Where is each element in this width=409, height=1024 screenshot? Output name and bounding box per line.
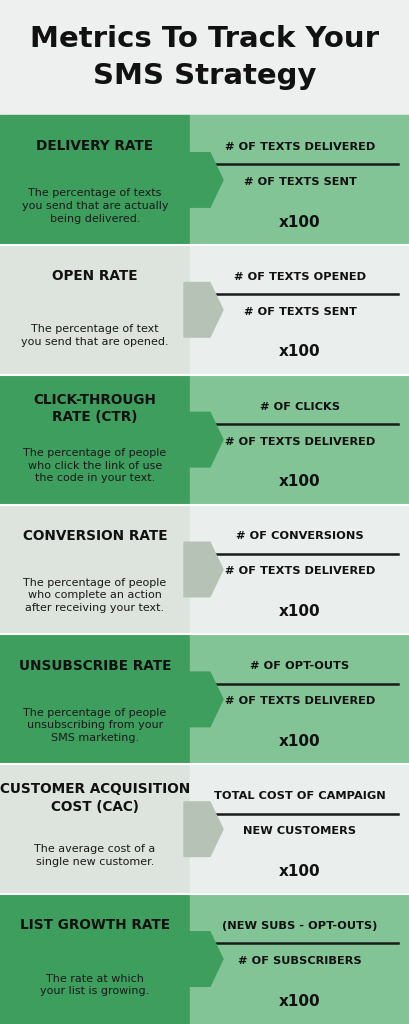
Bar <box>189 764 409 894</box>
Text: x100: x100 <box>279 215 320 229</box>
Text: # OF TEXTS DELIVERED: # OF TEXTS DELIVERED <box>224 436 374 446</box>
Text: CONVERSION RATE: CONVERSION RATE <box>22 528 167 543</box>
Bar <box>0 635 189 764</box>
Bar <box>0 375 189 505</box>
Polygon shape <box>184 153 222 207</box>
Text: # OF TEXTS SENT: # OF TEXTS SENT <box>243 307 355 316</box>
Text: Metrics To Track Your
SMS Strategy: Metrics To Track Your SMS Strategy <box>30 26 379 90</box>
Bar <box>189 505 409 635</box>
Text: DELIVERY RATE: DELIVERY RATE <box>36 139 153 154</box>
Text: The percentage of people
who click the link of use
the code in your text.: The percentage of people who click the l… <box>23 447 166 483</box>
Bar <box>189 115 409 245</box>
Bar <box>0 0 409 115</box>
Text: x100: x100 <box>279 474 320 489</box>
Text: (NEW SUBS - OPT-OUTS): (NEW SUBS - OPT-OUTS) <box>222 921 377 931</box>
Text: TOTAL COST OF CAMPAIGN: TOTAL COST OF CAMPAIGN <box>213 792 385 801</box>
Bar <box>189 245 409 375</box>
Text: The percentage of people
unsubscribing from your
SMS marketing.: The percentage of people unsubscribing f… <box>23 708 166 743</box>
Text: UNSUBSCRIBE RATE: UNSUBSCRIBE RATE <box>19 658 171 673</box>
Polygon shape <box>184 802 222 856</box>
Text: The average cost of a
single new customer.: The average cost of a single new custome… <box>34 844 155 866</box>
Polygon shape <box>184 283 222 337</box>
Text: # OF TEXTS DELIVERED: # OF TEXTS DELIVERED <box>224 141 374 152</box>
Text: # OF OPT-OUTS: # OF OPT-OUTS <box>250 662 349 672</box>
Bar <box>189 635 409 764</box>
Text: # OF TEXTS OPENED: # OF TEXTS OPENED <box>234 271 365 282</box>
Bar <box>0 245 189 375</box>
Text: The rate at which
your list is growing.: The rate at which your list is growing. <box>40 974 149 996</box>
Text: OPEN RATE: OPEN RATE <box>52 269 137 283</box>
Text: x100: x100 <box>279 734 320 750</box>
Polygon shape <box>184 672 222 727</box>
Text: The percentage of texts
you send that are actually
being delivered.: The percentage of texts you send that ar… <box>22 188 168 223</box>
Polygon shape <box>184 413 222 467</box>
Text: # OF TEXTS DELIVERED: # OF TEXTS DELIVERED <box>224 696 374 707</box>
Polygon shape <box>184 543 222 597</box>
Text: # OF CLICKS: # OF CLICKS <box>259 401 339 412</box>
Text: LIST GROWTH RATE: LIST GROWTH RATE <box>20 919 170 932</box>
Text: NEW CUSTOMERS: NEW CUSTOMERS <box>243 826 356 837</box>
Text: x100: x100 <box>279 344 320 359</box>
Text: # OF CONVERSIONS: # OF CONVERSIONS <box>236 531 363 542</box>
Text: The percentage of people
who complete an action
after receiving your text.: The percentage of people who complete an… <box>23 578 166 613</box>
Text: x100: x100 <box>279 864 320 879</box>
Text: CUSTOMER ACQUISITION
COST (CAC): CUSTOMER ACQUISITION COST (CAC) <box>0 782 190 814</box>
Text: x100: x100 <box>279 604 320 620</box>
Text: The percentage of text
you send that are opened.: The percentage of text you send that are… <box>21 325 169 347</box>
Bar <box>0 115 189 245</box>
Bar <box>189 375 409 505</box>
Polygon shape <box>184 932 222 986</box>
Text: # OF TEXTS SENT: # OF TEXTS SENT <box>243 177 355 186</box>
Text: CLICK-THROUGH
RATE (CTR): CLICK-THROUGH RATE (CTR) <box>34 393 156 424</box>
Bar <box>0 764 189 894</box>
Bar <box>0 505 189 635</box>
Text: # OF SUBSCRIBERS: # OF SUBSCRIBERS <box>238 956 361 966</box>
Text: # OF TEXTS DELIVERED: # OF TEXTS DELIVERED <box>224 566 374 577</box>
Bar <box>0 894 189 1024</box>
Bar <box>189 894 409 1024</box>
Text: x100: x100 <box>279 993 320 1009</box>
